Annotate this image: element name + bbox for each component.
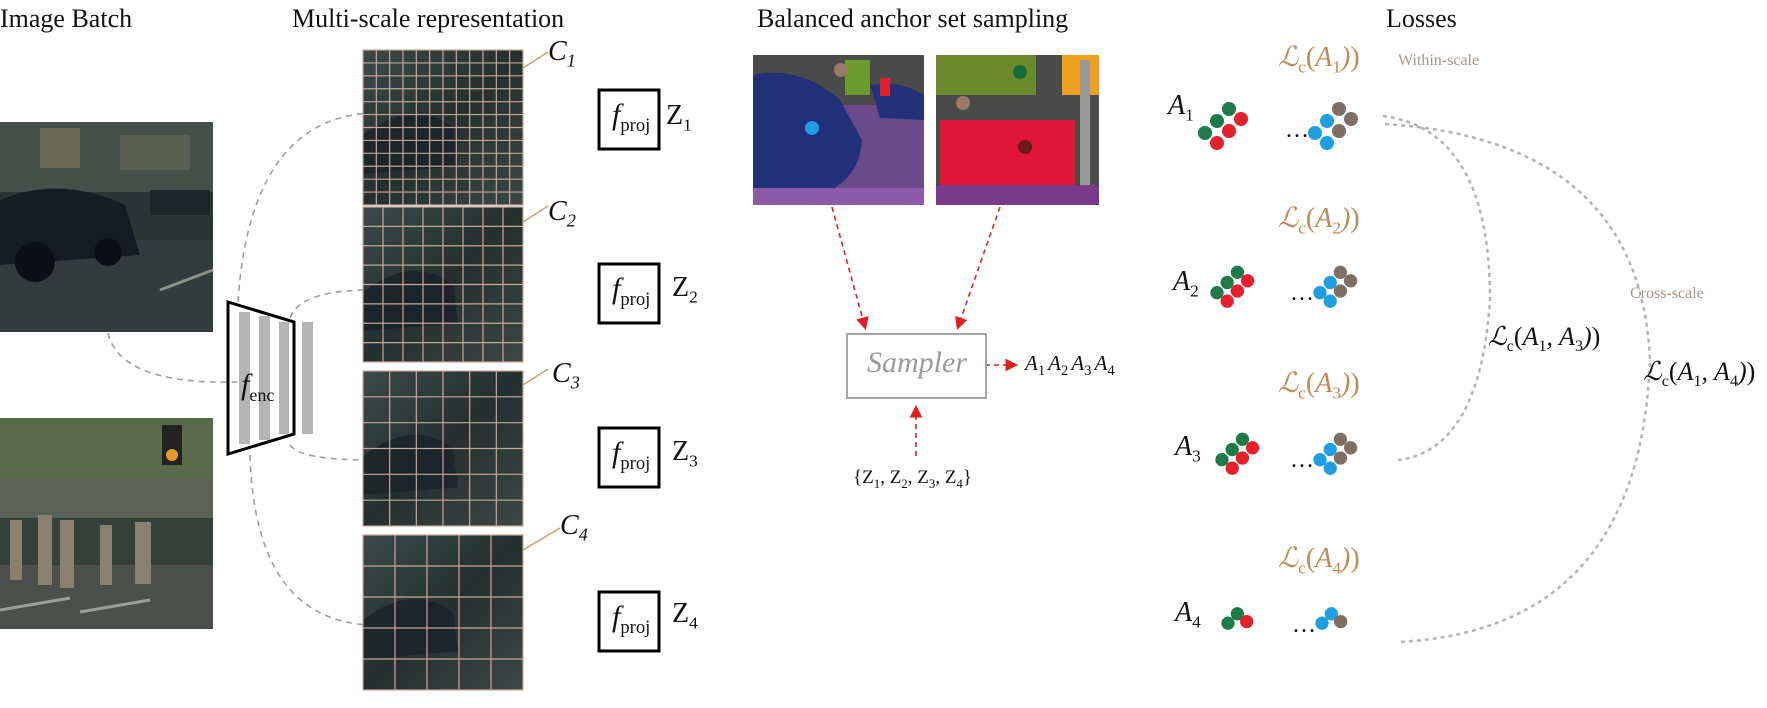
cross-scale-arcs <box>1382 114 1652 644</box>
within-loss-a1: ℒc(A1)) <box>1278 42 1360 77</box>
sampler-input-embeddings: {Z1, Z2, Z3, Z4} <box>853 467 972 491</box>
projector-label-1: fproj <box>612 98 651 136</box>
within-loss-a2: ℒc(A2)) <box>1278 203 1360 238</box>
anchor-dot <box>1220 294 1234 308</box>
sampler-output-sets: A1 A2 A3 A4 <box>1025 351 1115 380</box>
scale-tag-lines <box>522 51 561 551</box>
segmentation-map-car <box>753 55 924 205</box>
anchor-dot <box>1313 453 1327 467</box>
ellipsis: … <box>1292 612 1316 638</box>
anchor-dot <box>1323 294 1337 308</box>
encoder-label: fenc <box>241 368 275 405</box>
anchor-dot <box>1344 112 1358 126</box>
input-image-car <box>0 122 214 332</box>
heading-multiscale: Multi-scale representation <box>292 4 565 33</box>
anchor-dot <box>1220 275 1234 290</box>
cross-loss-a1-a4: ℒc(A1, A4)) <box>1643 357 1756 391</box>
anchor-dot <box>1332 124 1346 138</box>
anchor-dot <box>1235 432 1250 446</box>
anchor-dot <box>1210 286 1224 300</box>
anchor-set-a1: … <box>1198 102 1358 150</box>
anchor-dot <box>1210 136 1224 150</box>
anchor-dot <box>1230 607 1245 621</box>
anchor-label-a2: A2 <box>1173 266 1199 301</box>
anchor-dot <box>1320 114 1334 128</box>
anchor-dot <box>1215 453 1229 467</box>
within-loss-a3: ℒc(A3)) <box>1278 368 1360 403</box>
anchor-dot <box>1332 102 1346 116</box>
anchor-dot <box>1240 274 1255 288</box>
anchor-dot <box>1210 114 1224 128</box>
sampler-box <box>846 333 987 399</box>
anchor-label-a4: A4 <box>1175 597 1201 632</box>
anchor-dot <box>1343 441 1358 455</box>
scale-label-c1: C1 <box>548 36 576 71</box>
ellipsis: … <box>1290 280 1314 306</box>
anchor-dot <box>1323 442 1337 457</box>
scale-label-c3: C3 <box>552 358 580 393</box>
encoder-connectors <box>107 112 371 626</box>
anchor-dot <box>1323 275 1337 290</box>
heading-losses: Losses <box>1386 4 1457 33</box>
anchor-dot <box>1198 126 1212 140</box>
anchor-dot <box>1230 265 1245 279</box>
projector-label-4: fproj <box>612 600 651 638</box>
heading-image-batch: Image Batch <box>0 4 133 33</box>
anchor-set-a4: … <box>1221 607 1348 638</box>
anchor-dot <box>1334 614 1348 629</box>
cross-loss-a1-a3: ℒc(A1, A3)) <box>1488 322 1601 356</box>
anchor-dot <box>1235 451 1250 465</box>
anchor-label-a3: A3 <box>1175 431 1201 466</box>
anchor-set-a3: … <box>1215 432 1358 475</box>
anchor-dot <box>1323 461 1337 475</box>
heading-sampling: Balanced anchor set sampling <box>757 4 1069 33</box>
projector-boxes <box>597 88 661 653</box>
anchor-dot <box>1308 126 1322 140</box>
anchor-set-a2: … <box>1210 265 1358 308</box>
anchor-dot <box>1324 607 1339 621</box>
anchor-dot <box>1240 614 1254 629</box>
segmentation-map-crosswalk <box>936 55 1099 205</box>
within-loss-a4: ℒc(A4)) <box>1278 543 1360 578</box>
feature-map-c3 <box>362 370 524 527</box>
scale-label-c2: C2 <box>548 196 576 231</box>
sampler-arrows <box>831 206 1019 456</box>
embedding-label-z3: Z3 <box>672 436 698 471</box>
feature-map-c4 <box>362 534 524 691</box>
anchor-dot <box>1333 265 1348 279</box>
within-scale-label: Within-scale <box>1398 52 1480 69</box>
anchor-label-a1: A1 <box>1168 90 1194 125</box>
input-image-crosswalk <box>0 418 213 629</box>
anchor-dot <box>1313 286 1327 300</box>
anchor-dot <box>1315 616 1329 630</box>
embedding-label-z1: Z1 <box>666 100 692 135</box>
anchor-dot <box>1333 284 1348 298</box>
embedding-label-z2: Z2 <box>672 272 698 307</box>
embedding-label-z4: Z4 <box>672 598 698 633</box>
anchor-dot <box>1222 124 1236 138</box>
anchor-dot <box>1234 112 1248 126</box>
feature-map-c1 <box>362 49 524 206</box>
projector-label-3: fproj <box>612 436 651 474</box>
anchor-dot <box>1225 442 1239 457</box>
sampler-label: Sampler <box>867 346 967 379</box>
anchor-dot <box>1333 432 1348 446</box>
anchor-dot <box>1222 102 1236 116</box>
scale-label-c4: C4 <box>560 510 588 545</box>
anchor-dot <box>1245 441 1260 455</box>
anchor-dot <box>1333 451 1348 465</box>
cross-scale-label: Cross-scale <box>1630 285 1704 302</box>
ellipsis: … <box>1290 447 1314 473</box>
anchor-dot-groups: … … … … <box>1198 102 1358 638</box>
anchor-dot <box>1221 616 1235 630</box>
ellipsis: … <box>1285 117 1309 143</box>
anchor-dot <box>1320 136 1334 150</box>
anchor-dot <box>1225 461 1239 475</box>
encoder-block <box>226 299 313 457</box>
anchor-dot <box>1230 284 1245 298</box>
feature-map-c2 <box>362 206 524 363</box>
projector-label-2: fproj <box>612 272 651 310</box>
anchor-dot <box>1343 274 1358 288</box>
